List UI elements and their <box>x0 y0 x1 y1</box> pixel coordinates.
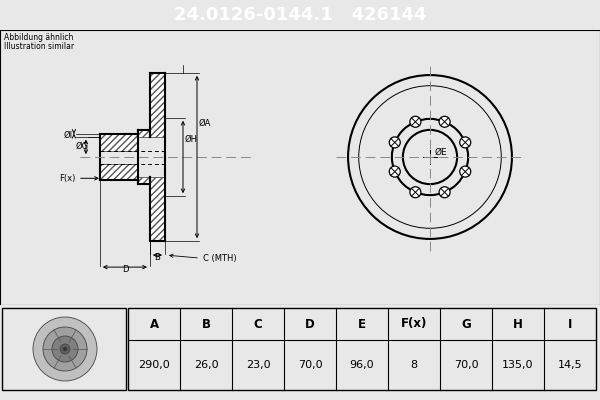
Text: 70,0: 70,0 <box>454 360 478 370</box>
Text: H: H <box>513 318 523 330</box>
Text: ØE: ØE <box>435 148 448 156</box>
Text: F(x): F(x) <box>401 318 427 330</box>
Text: Illustration similar: Illustration similar <box>4 42 74 51</box>
Circle shape <box>439 187 450 198</box>
Polygon shape <box>100 134 138 150</box>
Text: C (MTH): C (MTH) <box>203 254 236 262</box>
Text: G: G <box>461 318 471 330</box>
Text: 96,0: 96,0 <box>350 360 374 370</box>
Text: ØA: ØA <box>199 119 211 128</box>
Circle shape <box>52 336 78 362</box>
Text: 14,5: 14,5 <box>557 360 583 370</box>
Polygon shape <box>138 177 150 184</box>
Circle shape <box>60 344 70 354</box>
Text: E: E <box>358 318 366 330</box>
Text: 23,0: 23,0 <box>245 360 271 370</box>
Text: 290,0: 290,0 <box>138 360 170 370</box>
Text: F(x): F(x) <box>59 174 76 183</box>
Text: 24.0126-0144.1   426144: 24.0126-0144.1 426144 <box>174 6 426 24</box>
Text: ØH: ØH <box>185 135 198 144</box>
Circle shape <box>410 187 421 198</box>
Circle shape <box>389 166 400 177</box>
Circle shape <box>410 116 421 127</box>
Circle shape <box>460 137 471 148</box>
Text: ØI: ØI <box>64 131 73 140</box>
Text: ØG: ØG <box>76 141 89 150</box>
Circle shape <box>389 137 400 148</box>
Polygon shape <box>100 164 138 180</box>
Polygon shape <box>138 130 150 137</box>
Text: Abbildung ähnlich: Abbildung ähnlich <box>4 33 73 42</box>
Circle shape <box>63 347 67 351</box>
Text: B: B <box>202 318 211 330</box>
Text: 135,0: 135,0 <box>502 360 534 370</box>
Text: I: I <box>568 318 572 330</box>
Circle shape <box>33 317 97 381</box>
Text: A: A <box>149 318 158 330</box>
Text: D: D <box>305 318 315 330</box>
Text: 8: 8 <box>410 360 418 370</box>
Polygon shape <box>150 177 165 241</box>
Polygon shape <box>150 73 165 137</box>
Bar <box>128 308 596 390</box>
Text: 26,0: 26,0 <box>194 360 218 370</box>
Circle shape <box>43 327 87 371</box>
Text: D: D <box>122 265 128 274</box>
Circle shape <box>439 116 450 127</box>
Text: C: C <box>254 318 262 330</box>
Circle shape <box>460 166 471 177</box>
Bar <box>2 308 126 390</box>
Text: B: B <box>155 253 160 262</box>
Text: 70,0: 70,0 <box>298 360 322 370</box>
